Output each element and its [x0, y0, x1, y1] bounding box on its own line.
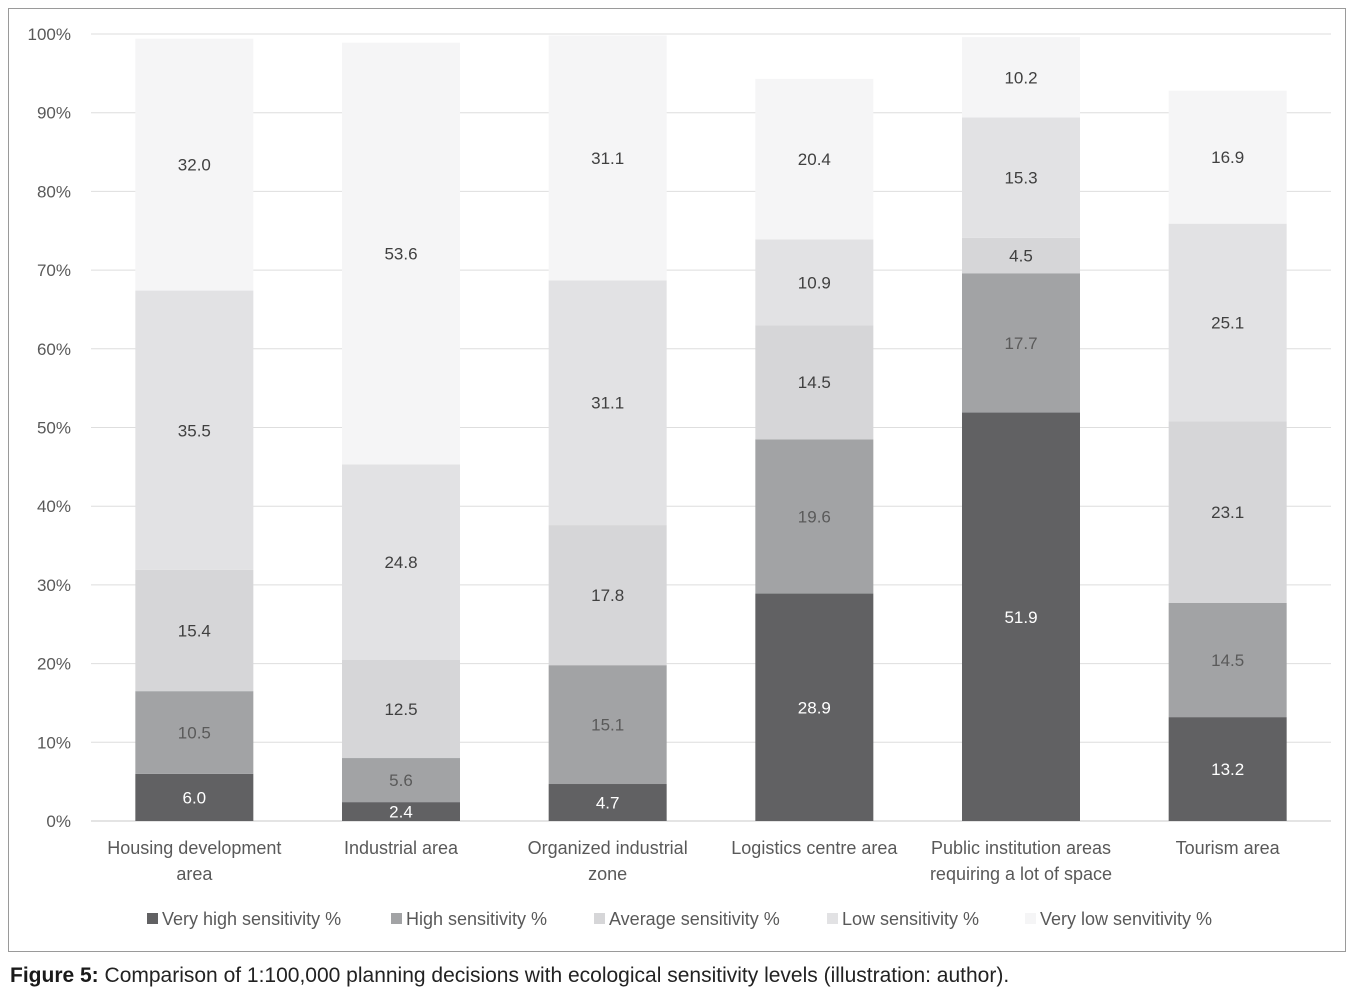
y-tick-label: 10% — [37, 733, 71, 752]
bar-segment-3 — [135, 569, 254, 692]
data-label: 14.5 — [798, 373, 831, 392]
data-label: 23.1 — [1211, 503, 1244, 522]
bar-segment-4 — [1168, 223, 1287, 422]
x-category-label: Logistics centre area — [731, 838, 898, 858]
y-tick-label: 0% — [46, 812, 71, 831]
bar-segment-3 — [342, 659, 460, 759]
bar-segment-5 — [342, 42, 460, 465]
bar-segment-5 — [755, 78, 874, 240]
bar-segment-3 — [962, 237, 1080, 274]
bar-segment-1 — [342, 802, 460, 821]
y-tick-label: 40% — [37, 497, 71, 516]
bar-segment-2 — [135, 691, 254, 774]
bar-segment-2 — [342, 758, 460, 803]
data-label: 31.1 — [591, 394, 624, 413]
bar-segment-1 — [1168, 717, 1287, 821]
data-label: 35.5 — [178, 421, 211, 440]
data-label: 10.9 — [798, 273, 831, 292]
y-tick-label: 80% — [37, 182, 71, 201]
y-tick-label: 70% — [37, 261, 71, 280]
bar-segment-5 — [548, 35, 667, 281]
bar-segment-4 — [135, 290, 254, 570]
bar-segment-4 — [548, 280, 667, 526]
bar-segment-2 — [548, 665, 667, 785]
bar-segment-4 — [755, 239, 874, 326]
x-category-label: Public institution areas — [931, 838, 1111, 858]
bar-segment-3 — [1168, 421, 1287, 604]
data-label: 19.6 — [798, 507, 831, 526]
x-category-label: area — [176, 864, 213, 884]
data-label: 25.1 — [1211, 313, 1244, 332]
x-category-label: zone — [588, 864, 627, 884]
bar-segment-4 — [962, 117, 1080, 238]
bar-segment-5 — [1168, 90, 1287, 224]
bar-segment-2 — [755, 439, 874, 594]
data-label: 51.9 — [1004, 608, 1037, 627]
legend-label: Very high sensitivity % — [162, 909, 341, 929]
bar-segment-4 — [342, 464, 460, 660]
caption-label: Figure 5: — [10, 964, 99, 987]
legend-swatch — [391, 913, 402, 924]
y-tick-label: 60% — [37, 340, 71, 359]
bar-segment-1 — [755, 593, 874, 821]
x-category-label: Tourism area — [1176, 838, 1281, 858]
data-label: 4.5 — [1009, 247, 1033, 266]
legend-label: High sensitivity % — [406, 909, 547, 929]
data-label: 17.7 — [1004, 334, 1037, 353]
data-label: 53.6 — [384, 245, 417, 264]
legend-swatch — [827, 913, 838, 924]
bar-segment-1 — [962, 412, 1080, 821]
data-label: 24.8 — [384, 553, 417, 572]
data-label: 28.9 — [798, 698, 831, 717]
data-label: 12.5 — [384, 700, 417, 719]
data-label: 2.4 — [389, 803, 413, 822]
data-label: 10.2 — [1004, 68, 1037, 87]
bar-segment-3 — [548, 525, 667, 666]
bar-segment-5 — [962, 37, 1080, 118]
y-tick-label: 30% — [37, 576, 71, 595]
y-tick-label: 90% — [37, 104, 71, 123]
data-label: 20.4 — [798, 150, 831, 169]
figure-caption: Figure 5: Comparison of 1:100,000 planni… — [10, 964, 1009, 988]
bar-segment-2 — [1168, 603, 1287, 718]
y-tick-label: 20% — [37, 655, 71, 674]
bar-segment-1 — [548, 784, 667, 821]
data-label: 5.6 — [389, 771, 413, 790]
data-label: 6.0 — [183, 788, 207, 807]
bar-segment-3 — [755, 325, 874, 440]
data-label: 10.5 — [178, 723, 211, 742]
stacked-bar-chart: 0% 10% 20% 30% 40% 50% 60% 70% 80% 90% 100% 6.0 10.5… — [28, 25, 1331, 929]
y-tick-label: 100% — [28, 25, 71, 44]
data-label: 17.8 — [591, 586, 624, 605]
bar-segment-1 — [135, 773, 254, 821]
data-label: 15.3 — [1004, 169, 1037, 188]
y-tick-label: 50% — [37, 419, 71, 438]
x-category-label: Industrial area — [344, 838, 459, 858]
data-label: 32.0 — [178, 156, 211, 175]
x-category-label: Organized industrial — [528, 838, 688, 858]
legend-swatch — [594, 913, 605, 924]
data-label: 13.2 — [1211, 760, 1244, 779]
caption-text: Comparison of 1:100,000 planning decisio… — [98, 964, 1010, 987]
bar-segment-5 — [135, 38, 254, 291]
data-label: 31.1 — [591, 149, 624, 168]
legend-label: Low sensitivity % — [842, 909, 979, 929]
data-label: 15.1 — [591, 716, 624, 735]
legend-swatch — [1025, 913, 1036, 924]
data-label: 16.9 — [1211, 148, 1244, 167]
x-category-label: Housing development — [107, 838, 281, 858]
chart-frame: 0% 10% 20% 30% 40% 50% 60% 70% 80% 90% 100% 6.0 10.5… — [8, 8, 1346, 952]
legend-label: Average sensitivity % — [609, 909, 780, 929]
data-label: 14.5 — [1211, 651, 1244, 670]
data-label: 4.7 — [596, 794, 620, 813]
legend-label: Very low senvitivity % — [1040, 909, 1212, 929]
bar-segment-2 — [962, 273, 1080, 413]
legend-swatch — [147, 913, 158, 924]
x-category-label: requiring a lot of space — [930, 864, 1112, 884]
data-label: 15.4 — [178, 622, 211, 641]
